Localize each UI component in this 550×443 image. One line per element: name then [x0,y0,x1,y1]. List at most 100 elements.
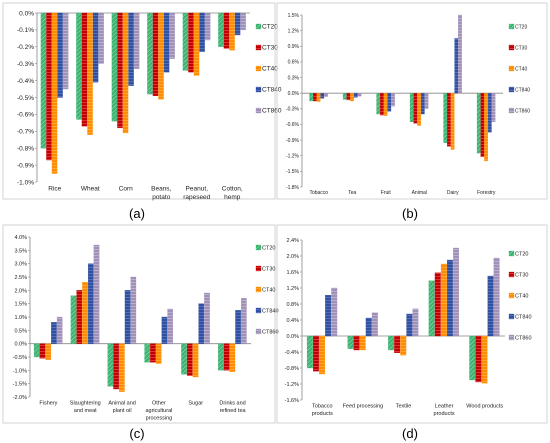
y-tick-label: 0.4% [286,318,299,324]
bar [186,343,193,376]
bar [147,12,153,95]
x-category-label: Animal [412,190,427,196]
bar [161,316,168,344]
panel-label-c: (c) [129,426,144,441]
bar [117,12,123,129]
bar [62,12,69,90]
bar [98,12,104,64]
y-tick-label: 0.9% [288,44,300,50]
y-tick-label: -0.5% [17,95,34,102]
legend-swatch [255,23,262,30]
bar [476,93,481,154]
legend-swatch [508,107,515,114]
legend-swatch [508,250,515,257]
bar [76,12,82,120]
x-category-label: Other [152,401,166,407]
x-category-label: processing [146,416,173,422]
chart-panel-b: 1.5% 1.2% 0.9% 0.6% 0.3% 0.0% -0.3% -0.6% -0.9% -… [276,2,548,200]
bar [155,343,162,364]
x-category-label: Sugar [188,401,203,407]
y-tick-label: -1.0% [13,368,27,374]
bar [447,93,451,147]
y-tick-label: -1.6% [285,398,299,404]
bar [128,12,134,86]
y-tick-label: -0.4% [17,78,34,85]
legend-swatch [508,65,515,72]
y-tick-label: -1.0% [17,179,34,186]
bar [480,93,485,157]
y-tick-label: -1.2% [285,382,299,388]
bar [204,12,211,41]
y-tick-label: 0.8% [286,302,299,308]
bar [406,313,413,337]
x-category-label: Fruit [381,190,392,196]
bar [107,343,114,387]
bar [316,93,321,102]
bar [391,93,395,107]
bar [357,93,362,97]
panel-frame [2,2,276,200]
y-tick-label: 1.2% [288,28,300,34]
y-tick-label: 0.0% [19,10,34,17]
legend-label: CT860 [515,109,530,115]
y-tick-label: -0.4% [285,350,299,356]
legend-swatch [255,244,262,251]
bar [240,12,246,31]
bar [144,343,150,363]
bar [169,12,175,59]
y-tick-label: -1.8% [286,185,300,191]
bar [45,343,51,360]
bar [487,93,492,133]
bar [493,257,500,337]
x-category-label: Fishery [39,401,57,407]
legend-label: CT40 [515,294,528,300]
bar [434,272,441,337]
bar [371,312,378,337]
bar [150,343,156,363]
bar [113,343,119,390]
y-tick-label: -0.2% [17,44,34,51]
bar [188,12,194,73]
bar [51,322,57,344]
y-tick-label: -0.3% [286,107,300,113]
legend-label: CT840 [262,309,279,315]
bar [347,335,354,349]
bar [167,308,173,344]
bar [313,335,319,372]
x-category-label: plant oil [113,408,132,414]
legend-swatch [255,286,262,293]
bar [76,290,83,344]
bar [412,308,419,337]
y-tick-label: 3.5% [14,248,27,254]
bar [223,343,230,371]
y-tick-label: -0.9% [17,162,34,169]
bar [342,93,347,100]
bar [346,93,351,101]
x-category-label: Corn [119,186,133,193]
bar [40,12,47,149]
bar [383,93,388,116]
y-tick-label: -0.8% [17,145,34,152]
legend-label: CT30 [515,46,527,52]
legend-label: CT20 [262,24,278,31]
bar [353,93,358,98]
y-tick-label: -1.5% [286,169,300,175]
bar [365,317,372,337]
legend-label: CT20 [262,246,275,252]
y-tick-label: -0.9% [286,138,300,144]
legend-label: CT40 [515,67,527,73]
legend-label: CT30 [262,45,278,52]
bar [325,295,332,337]
x-category-label: Beans, [151,186,171,193]
bar [450,93,455,150]
y-tick-label: 2.4% [286,238,299,244]
y-tick-label: 0.6% [288,60,300,66]
bar [469,335,476,381]
panel-frame [276,224,548,424]
legend-label: CT840 [515,88,530,94]
x-category-label: Leather [435,404,454,410]
legend-label: CT20 [515,25,527,31]
y-tick-label: 2.0% [14,288,27,294]
bar [320,93,325,99]
legend-swatch [255,44,262,51]
